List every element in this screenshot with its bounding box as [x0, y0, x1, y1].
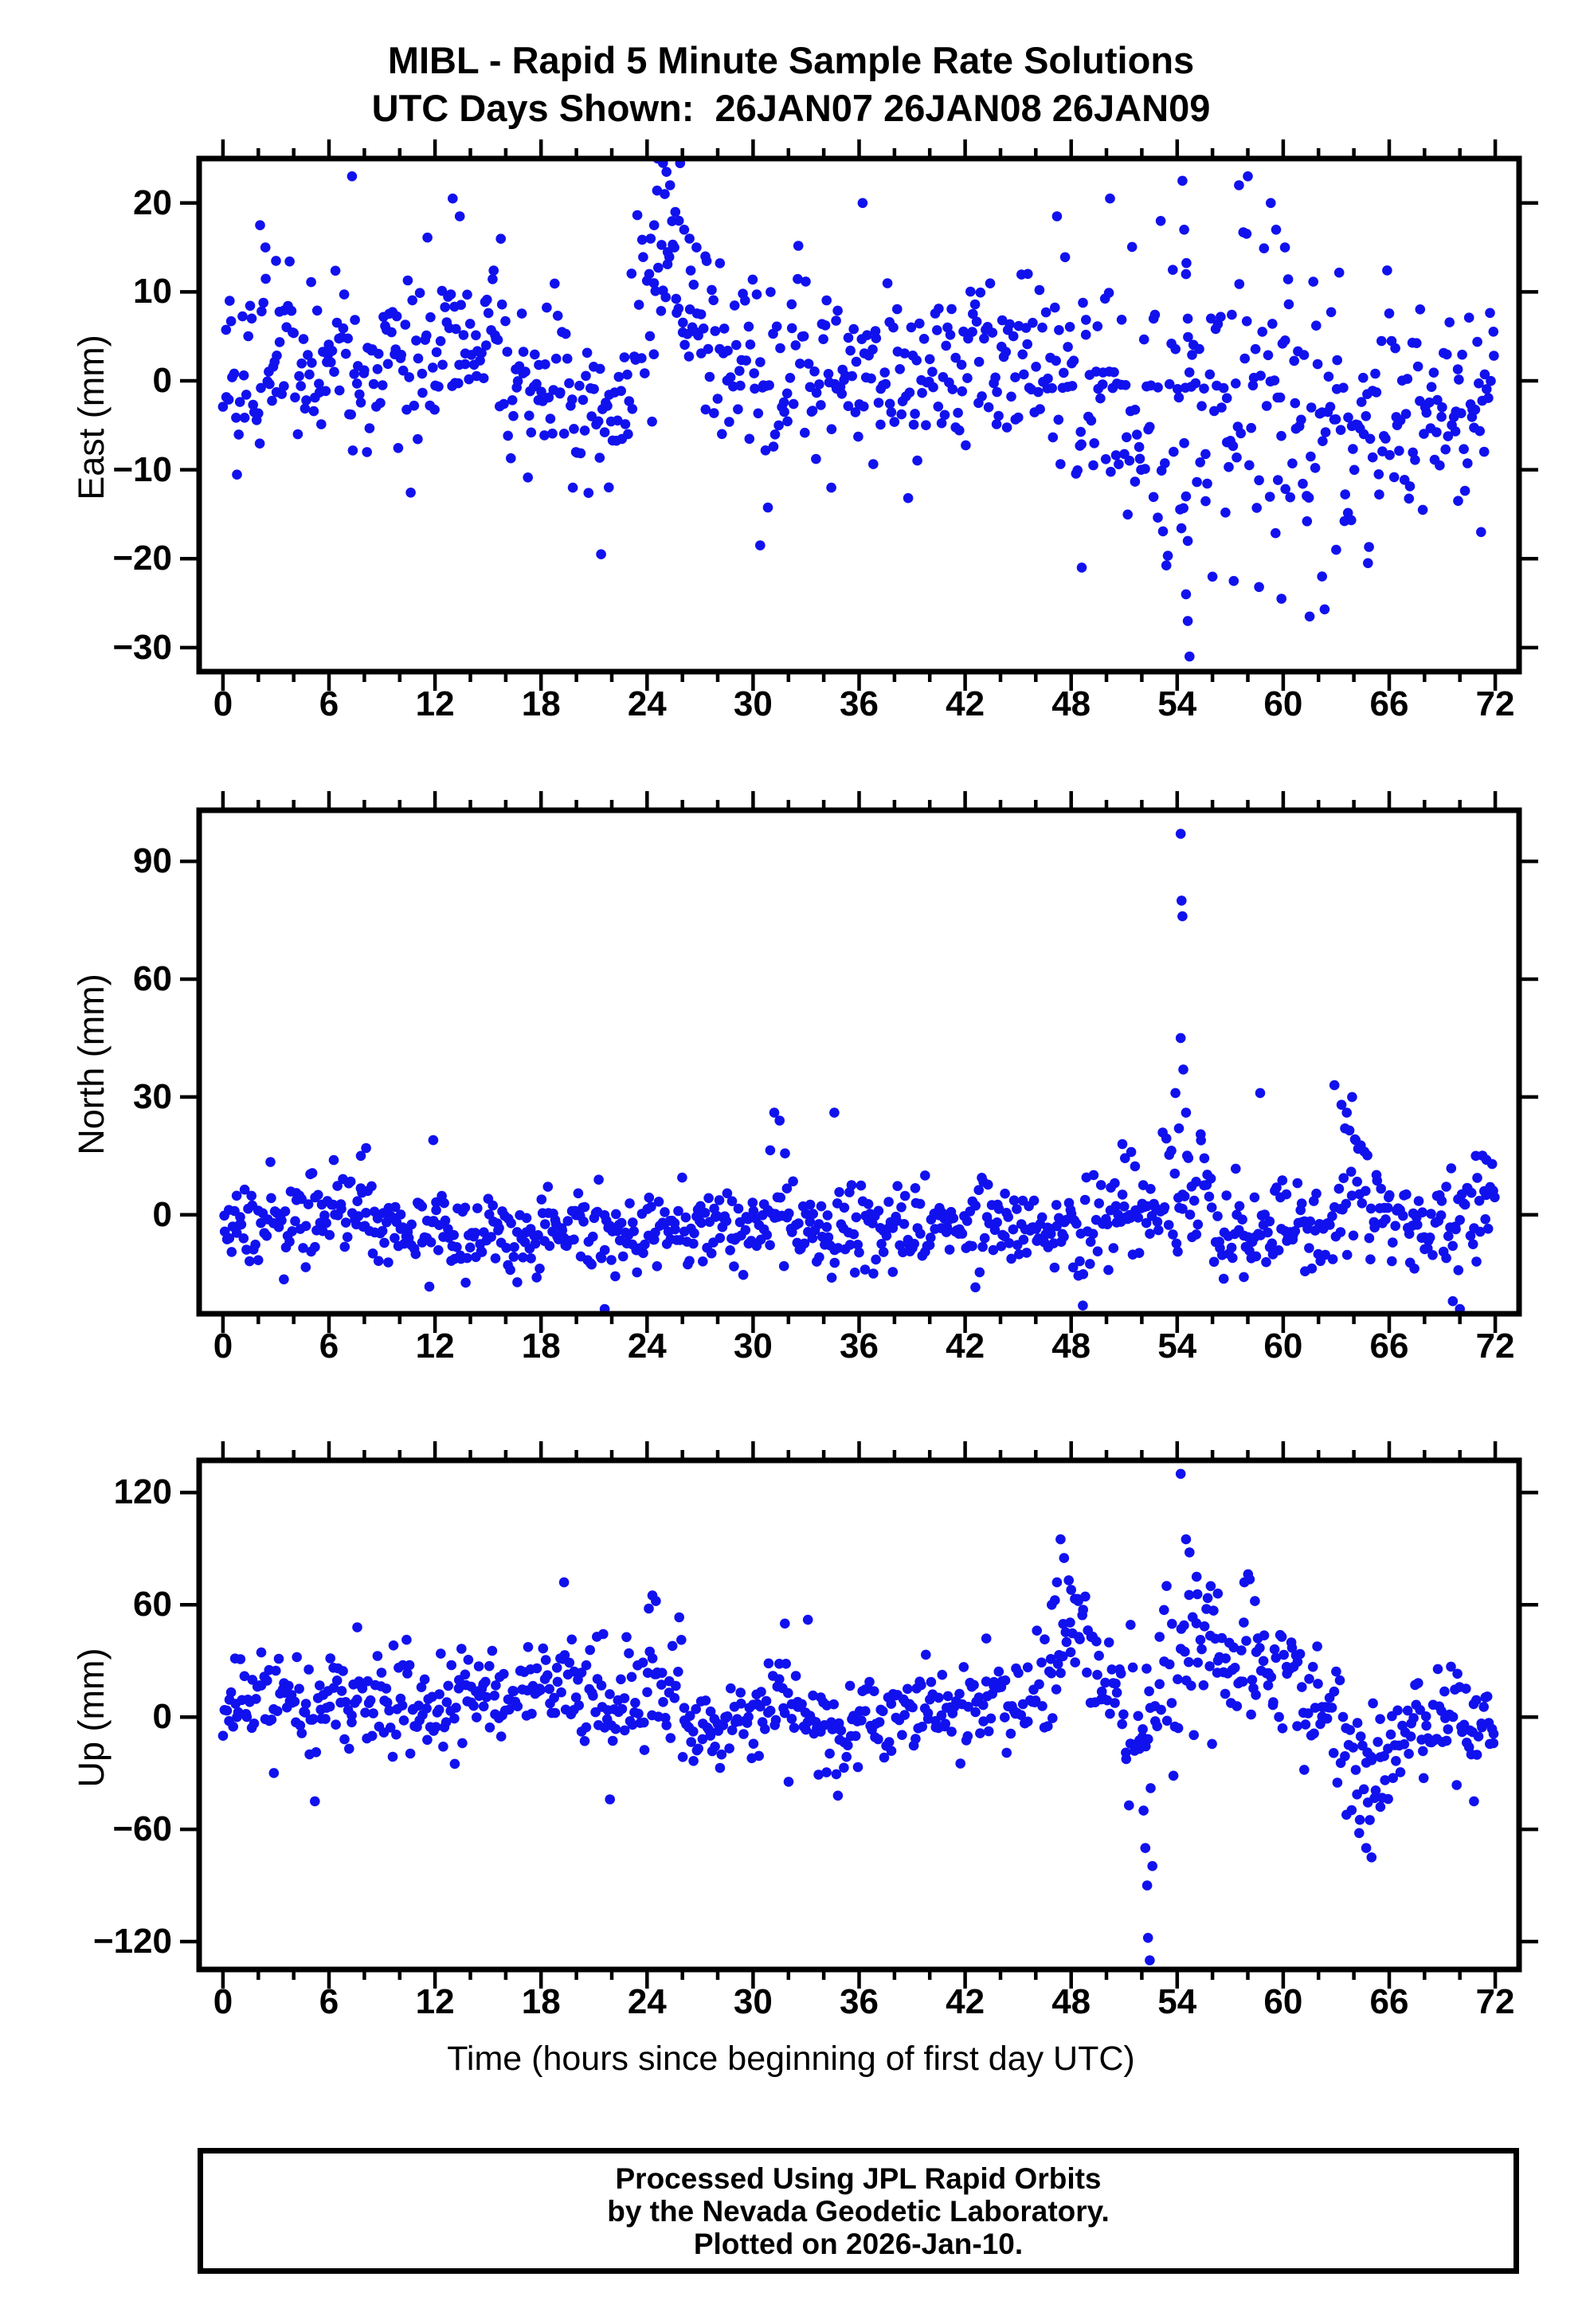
- x-tick-label: 30: [733, 1327, 773, 1366]
- scatter-points: [217, 1468, 1499, 1965]
- x-tick-label: 24: [627, 684, 667, 723]
- panel-north: [180, 791, 1538, 1333]
- x-tick-label: 72: [1475, 684, 1515, 723]
- y-tick-label: −20: [112, 539, 172, 578]
- x-tick-label: 36: [840, 1982, 879, 2021]
- x-tick-label: 66: [1369, 1982, 1409, 2021]
- x-tick-label: 12: [415, 1327, 455, 1366]
- x-tick-label: 60: [1263, 1327, 1303, 1366]
- x-tick-label: 66: [1369, 1327, 1409, 1366]
- y-tick-label: 60: [133, 958, 172, 998]
- y-tick-label: 120: [113, 1472, 172, 1512]
- x-tick-label: 36: [840, 684, 879, 723]
- x-tick-label: 54: [1157, 1982, 1197, 2021]
- y-tick-label: −60: [112, 1809, 172, 1849]
- x-tick-label: 66: [1369, 684, 1409, 723]
- x-tick-label: 12: [415, 1982, 455, 2021]
- panel-up: [180, 1441, 1538, 1989]
- scatter-points: [219, 829, 1500, 1314]
- panel-east: [180, 139, 1538, 691]
- x-tick-label: 42: [946, 1982, 985, 2021]
- x-tick-label: 48: [1051, 1327, 1091, 1366]
- x-tick-label: 6: [319, 1327, 339, 1366]
- scatter-points: [217, 159, 1499, 662]
- x-tick-label: 54: [1157, 684, 1197, 723]
- x-tick-label: 0: [213, 684, 233, 723]
- x-tick-label: 36: [840, 1327, 879, 1366]
- time-axis-title: Time (hours since beginning of first day…: [447, 2040, 1135, 2078]
- figure-title-line1: MIBL - Rapid 5 Minute Sample Rate Soluti…: [387, 39, 1195, 81]
- x-tick-label: 6: [319, 1982, 339, 2021]
- x-tick-label: 30: [733, 684, 773, 723]
- x-tick-label: 60: [1263, 1982, 1303, 2021]
- y-tick-label: 0: [152, 1697, 172, 1737]
- x-tick-label: 42: [946, 1327, 985, 1366]
- footer-line1: Processed Using JPL Rapid Orbits: [615, 2161, 1102, 2195]
- y-tick-label: −30: [112, 627, 172, 667]
- x-tick-label: 48: [1051, 684, 1091, 723]
- x-tick-label: 54: [1157, 1327, 1197, 1366]
- x-tick-label: 18: [521, 1327, 561, 1366]
- x-tick-label: 18: [521, 684, 561, 723]
- x-tick-label: 6: [319, 684, 339, 723]
- processing-note-box: Processed Using JPL Rapid Orbits by the …: [198, 2148, 1519, 2274]
- x-tick-label: 48: [1051, 1982, 1091, 2021]
- x-tick-label: 60: [1263, 684, 1303, 723]
- x-tick-label: 42: [946, 684, 985, 723]
- x-tick-label: 12: [415, 684, 455, 723]
- y-tick-label: 60: [133, 1585, 172, 1624]
- x-tick-label: 72: [1475, 1327, 1515, 1366]
- footer-line3: Plotted on 2026-Jan-10.: [693, 2227, 1024, 2260]
- y-tick-label: 0: [152, 1194, 172, 1234]
- x-tick-label: 24: [627, 1327, 667, 1366]
- y-tick-label: 90: [133, 841, 172, 881]
- figure-title-line2: UTC Days Shown: 26JAN07 26JAN08 26JAN09: [371, 87, 1211, 129]
- footer-line2: by the Nevada Geodetic Laboratory.: [607, 2194, 1110, 2228]
- y-tick-label: 30: [133, 1076, 172, 1116]
- y-tick-label: 0: [152, 361, 172, 401]
- y-tick-label: 20: [133, 182, 172, 222]
- x-tick-label: 18: [521, 1982, 561, 2021]
- x-tick-label: 0: [213, 1327, 233, 1366]
- x-tick-label: 72: [1475, 1982, 1515, 2021]
- y-tick-label: −120: [92, 1922, 172, 1961]
- x-tick-label: 30: [733, 1982, 773, 2021]
- y-tick-label: 10: [133, 272, 172, 312]
- x-tick-label: 0: [213, 1982, 233, 2021]
- y-tick-label: −10: [112, 449, 172, 489]
- x-tick-label: 24: [627, 1982, 667, 2021]
